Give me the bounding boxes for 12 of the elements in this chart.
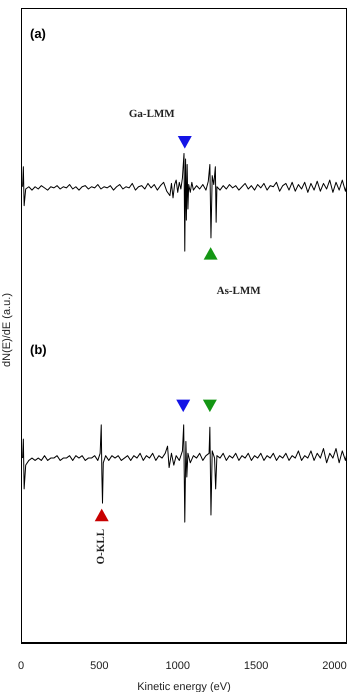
chart-title: (a) <box>30 26 46 41</box>
annotation: As-LMM <box>216 284 262 297</box>
y-axis-title: dN(E)/dE (a.u.) <box>1 293 13 367</box>
annotation: O-KLL <box>95 528 108 564</box>
x-tick-label: 1500 <box>244 660 268 672</box>
chart-title: (b) <box>30 342 47 357</box>
x-tick-label: 500 <box>90 660 109 672</box>
x-tick-label: 2000 <box>322 660 347 672</box>
x-tick-label: 0 <box>18 660 24 672</box>
annotation: Ga-LMM <box>128 108 176 120</box>
x-tick-label: 1000 <box>165 660 190 672</box>
x-axis-title: Kinetic energy (eV) <box>137 681 231 692</box>
